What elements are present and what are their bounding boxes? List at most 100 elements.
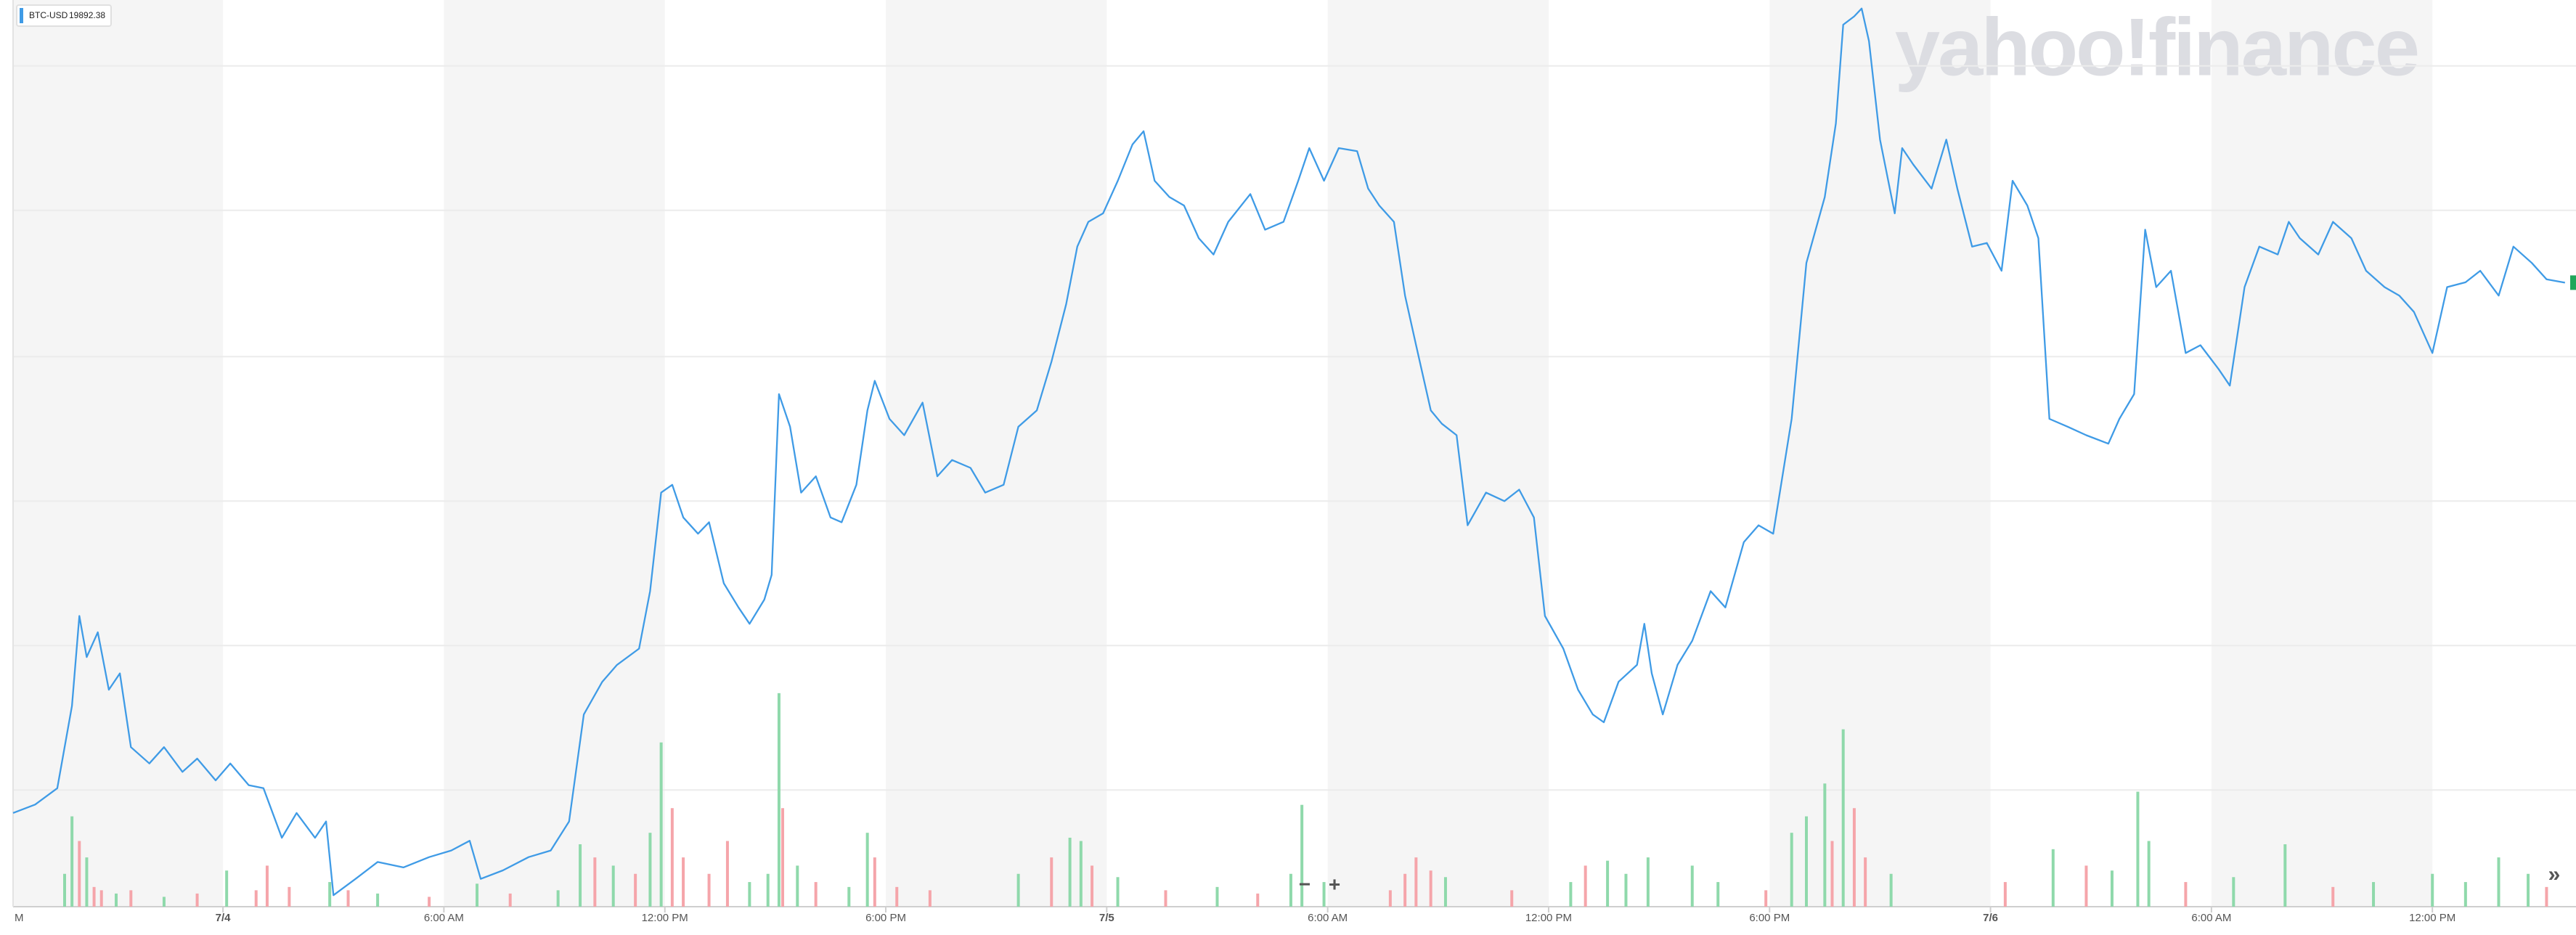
volume-bar xyxy=(682,857,685,907)
volume-bar xyxy=(1256,893,1260,907)
volume-bar xyxy=(873,857,876,907)
volume-bar xyxy=(1606,860,1610,907)
zoom-out-button[interactable]: − xyxy=(1299,873,1311,895)
volume-bar xyxy=(1414,857,1418,907)
volume-bar xyxy=(2372,882,2376,907)
session-band xyxy=(1327,0,1549,907)
legend-swatch xyxy=(20,8,23,23)
volume-bar xyxy=(781,808,785,907)
volume-bar xyxy=(2431,873,2434,907)
volume-bar xyxy=(1804,816,1808,907)
volume-bar xyxy=(78,841,81,907)
volume-bar xyxy=(611,865,615,907)
volume-bar xyxy=(265,865,269,907)
x-tick-label: 6:00 AM xyxy=(424,912,464,924)
volume-bar xyxy=(725,841,729,907)
volume-bar xyxy=(1388,890,1392,907)
volume-bar xyxy=(1852,808,1856,907)
volume-bar xyxy=(1646,857,1650,907)
volume-bar xyxy=(2527,873,2530,907)
session-band xyxy=(886,0,1107,907)
x-tick-label: 12:00 PM xyxy=(642,912,688,924)
x-tick-label: 6:00 PM xyxy=(1749,912,1790,924)
last-price-marker xyxy=(2570,275,2576,290)
bands xyxy=(13,0,2433,907)
volume-bar xyxy=(2051,849,2055,907)
volume-bar xyxy=(476,883,479,907)
volume-bar xyxy=(225,870,229,907)
volume-bar xyxy=(1079,841,1083,907)
legend-name: BTC-USD xyxy=(29,10,68,20)
volume-bar xyxy=(1164,890,1167,907)
session-band xyxy=(444,0,665,907)
volume-bar xyxy=(895,886,899,907)
legend-box xyxy=(16,4,112,27)
volume-bar xyxy=(1016,873,1020,907)
volume-bar xyxy=(1764,890,1768,907)
volume-bar xyxy=(2497,857,2500,907)
volume-bar xyxy=(1091,865,1094,907)
zoom-in-button[interactable]: + xyxy=(1329,873,1340,895)
volume-bar xyxy=(70,816,74,907)
volume-bar xyxy=(928,890,932,907)
volume-bar xyxy=(2463,882,2467,907)
volume-bar xyxy=(195,893,199,907)
volume-bar xyxy=(1403,873,1407,907)
volume-bar xyxy=(1300,804,1304,907)
volume-bar xyxy=(2110,870,2114,907)
volume-bar xyxy=(2136,791,2140,907)
volume-bar xyxy=(1889,873,1893,907)
volume-bar xyxy=(1443,877,1447,907)
x-tick-label: 7/5 xyxy=(1099,912,1114,924)
session-band xyxy=(2211,0,2433,907)
volume-bar xyxy=(1690,865,1694,907)
volume-bar xyxy=(2331,886,2335,907)
session-band xyxy=(1769,0,1991,907)
volume-bar xyxy=(634,873,637,907)
zoom-in-button-label[interactable]: + xyxy=(1329,873,1340,895)
watermark: yahoo!finance xyxy=(1895,2,2418,93)
next-button[interactable]: » xyxy=(2548,862,2561,886)
volume-bar xyxy=(1624,873,1628,907)
volume-bar xyxy=(2283,844,2287,907)
volume-bar xyxy=(1569,882,1573,907)
volume-bar xyxy=(376,893,380,907)
volume-bar xyxy=(288,886,291,907)
volume-bar xyxy=(2084,865,2088,907)
volume-bar xyxy=(328,882,332,907)
volume-bar xyxy=(1322,882,1326,907)
volume-bar xyxy=(346,890,350,907)
volume-bar xyxy=(1116,877,1120,907)
volume-bar xyxy=(865,833,869,907)
x-tick-label: 12:00 PM xyxy=(2409,912,2455,924)
volume-bar xyxy=(1830,841,1834,907)
volume-bar xyxy=(115,893,118,907)
volume-bar xyxy=(2003,882,2007,907)
volume-bar xyxy=(162,897,166,907)
volume-bar xyxy=(1215,886,1219,907)
session-band xyxy=(13,0,224,907)
volume-bar xyxy=(670,808,674,907)
volume-bar xyxy=(129,890,133,907)
x-tick-label: 12:00 PM xyxy=(1525,912,1572,924)
volume-bar xyxy=(1864,857,1867,907)
volume-bar xyxy=(99,890,103,907)
volume-bar xyxy=(1790,833,1793,907)
volume-bar xyxy=(1716,882,1720,907)
next-button-label[interactable]: » xyxy=(2548,862,2561,886)
volume-bar xyxy=(2147,841,2151,907)
volume-bar xyxy=(1289,873,1292,907)
volume-bar xyxy=(63,873,67,907)
x-tick-label: 6:00 PM xyxy=(865,912,906,924)
volume-bar xyxy=(814,882,818,907)
x-tick-label: M xyxy=(15,912,24,924)
zoom-out-button-label[interactable]: − xyxy=(1299,873,1311,895)
volume-bar xyxy=(1841,729,1845,907)
volume-bar xyxy=(2184,882,2188,907)
volume-bar xyxy=(508,893,512,907)
x-tick-label: 6:00 AM xyxy=(1308,912,1348,924)
volume-bar xyxy=(1068,837,1072,907)
volume-bar xyxy=(2232,877,2235,907)
